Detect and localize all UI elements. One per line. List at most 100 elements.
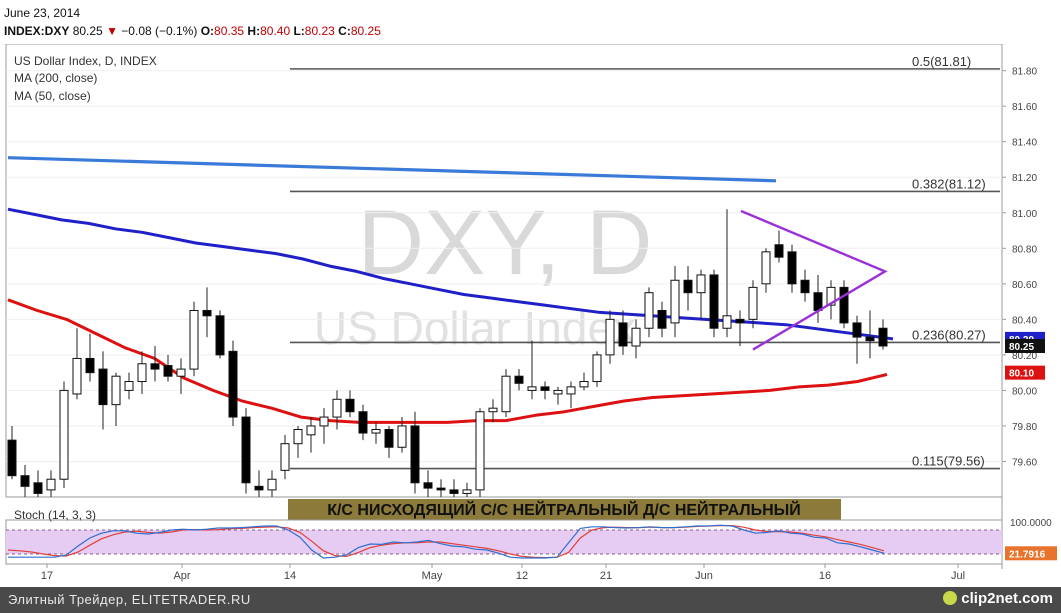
candle (111, 372, 121, 426)
candle (618, 310, 628, 355)
candle (436, 479, 446, 497)
candle-body (553, 389, 563, 395)
candle-body (540, 386, 550, 391)
candle-body (605, 318, 615, 356)
candle-body (774, 244, 784, 258)
candle-body (462, 489, 472, 494)
price-chart[interactable]: DXY, D US Dollar Index 81.8081.6081.4081… (0, 44, 1061, 587)
x-tick-label: 17 (41, 570, 53, 582)
candle (202, 287, 212, 338)
candle-body (787, 251, 797, 285)
candle (670, 266, 680, 338)
y-tick-label: 79.80 (1012, 422, 1037, 433)
resistance-trendline (7, 156, 777, 183)
stoch-title: Stoch (14, 3, 3) (14, 508, 96, 522)
candle (345, 390, 355, 418)
fib-label: 0.382(81.12) (912, 176, 986, 191)
candle-body (670, 279, 680, 324)
chart-header: June 23, 2014 INDEX:DXY 80.25 ▼ −0.08 (−… (0, 0, 1061, 44)
price-tag-label: 80.25 (1009, 342, 1034, 353)
candle-body (488, 407, 498, 413)
candle-body (111, 375, 121, 406)
candle (215, 310, 225, 359)
candle (553, 386, 563, 405)
candle-body (228, 350, 238, 418)
candle (124, 372, 134, 400)
y-tick-label: 80.80 (1012, 244, 1037, 255)
candle (800, 269, 810, 302)
x-tick-label: May (422, 570, 443, 582)
candle-body (644, 292, 654, 329)
price-axis[interactable] (1002, 44, 1061, 497)
candle (631, 319, 641, 359)
x-tick-label: 16 (819, 570, 831, 582)
close-value: 80.25 (350, 24, 381, 38)
candle (566, 381, 576, 409)
candle-body (696, 274, 706, 294)
y-tick-label: 80.20 (1012, 351, 1037, 362)
candle (332, 390, 342, 430)
candle-body (202, 309, 212, 317)
candle (839, 280, 849, 329)
candle (475, 408, 485, 497)
candle (449, 479, 459, 497)
x-tick-label: 12 (516, 570, 528, 582)
symbol-label: INDEX:DXY (4, 24, 70, 38)
candle-body (683, 279, 693, 294)
price-tag-label: 80.10 (1009, 369, 1034, 380)
candle (540, 381, 550, 400)
candle-body (579, 381, 589, 388)
candle-body (33, 482, 43, 494)
candle (657, 301, 667, 338)
legend-ma50: MA (50, close) (14, 89, 91, 103)
candle-body (449, 489, 459, 494)
candle (254, 470, 264, 497)
candle-body (332, 398, 342, 418)
fib-label: 0.5(81.81) (912, 54, 971, 69)
candle (20, 465, 30, 497)
candle-body (826, 286, 836, 306)
candle-body (176, 368, 186, 377)
y-tick-label: 80.40 (1012, 315, 1037, 326)
price-tag (1005, 339, 1045, 353)
clip2net-logo: clip2net.com (943, 590, 1053, 607)
y-tick-label: 79.60 (1012, 457, 1037, 468)
candle (46, 470, 56, 497)
candle-body (293, 428, 303, 445)
candle-body (839, 286, 849, 324)
candle (319, 408, 329, 444)
candle-body (7, 439, 17, 477)
candle (280, 434, 290, 480)
candle-body (735, 318, 745, 324)
candle (579, 372, 589, 391)
candle-body (709, 274, 719, 329)
candle (748, 280, 758, 329)
candle (774, 230, 784, 263)
outlook-banner: К/С НИСХОДЯЩИЙ С/С НЕЙТРАЛЬНЫЙ Д/С НЕЙТР… (327, 500, 801, 519)
candle-body (306, 425, 316, 436)
footer-bar: Элитный Трейдер, ELITETRADER.RU clip2net… (0, 587, 1061, 613)
open-label: O: (200, 24, 215, 38)
y-tick-label: 81.40 (1012, 138, 1037, 149)
candle-body (865, 336, 875, 342)
price-tag (1005, 365, 1045, 380)
candle (722, 209, 732, 338)
candle-body (761, 251, 771, 285)
drawings (740, 209, 888, 351)
candle (462, 482, 472, 497)
y-axis-labels: 81.80 81.60 81.40 81.20 81.00 80.80 80.60 80.40… (1012, 67, 1037, 469)
candle-body (722, 315, 732, 329)
candle (683, 266, 693, 311)
candle-body (813, 292, 823, 311)
candle-body (384, 428, 394, 448)
quote-line: INDEX:DXY 80.25 ▼ −0.08 (−0.1%) O:80.35 … (4, 24, 381, 38)
candle (150, 346, 160, 382)
candle-body (319, 416, 329, 427)
candle (527, 340, 537, 400)
candle-body (241, 416, 251, 484)
candle-body (254, 485, 264, 491)
y-tick-label: 81.00 (1012, 209, 1037, 220)
candle-body (59, 389, 69, 480)
fib-label: 0.115(79.56) (912, 454, 985, 469)
candle-body (410, 425, 420, 484)
